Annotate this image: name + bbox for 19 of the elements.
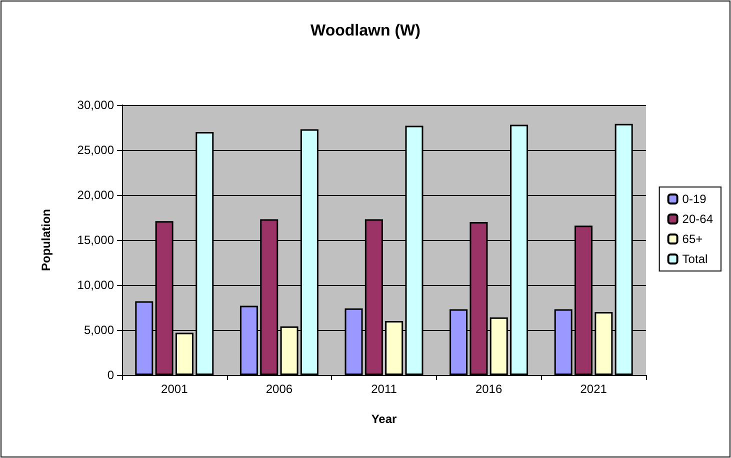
x-tick-label: 2021 xyxy=(580,382,608,396)
y-axis-title: Population xyxy=(39,209,53,271)
y-tick-label: 0 xyxy=(107,368,114,382)
x-tick-label: 2001 xyxy=(161,382,188,396)
legend-label: Total xyxy=(682,252,708,266)
y-tick-label: 5,000 xyxy=(84,323,114,337)
x-tick-label: 2011 xyxy=(371,382,398,396)
legend-label: 0-19 xyxy=(682,192,707,206)
y-tick-label: 20,000 xyxy=(77,188,114,202)
legend-label: 20-64 xyxy=(682,212,714,226)
chart-title: Woodlawn (W) xyxy=(310,22,420,40)
y-tick-label: 15,000 xyxy=(77,233,114,247)
x-tick-label: 2016 xyxy=(475,382,502,396)
y-tick-label: 10,000 xyxy=(77,278,114,292)
legend-label: 65+ xyxy=(682,232,703,246)
x-tick-label: 2006 xyxy=(266,382,293,396)
y-tick-label: 30,000 xyxy=(77,98,114,112)
y-tick-label: 25,000 xyxy=(77,143,114,157)
x-axis-title: Year xyxy=(371,412,398,426)
